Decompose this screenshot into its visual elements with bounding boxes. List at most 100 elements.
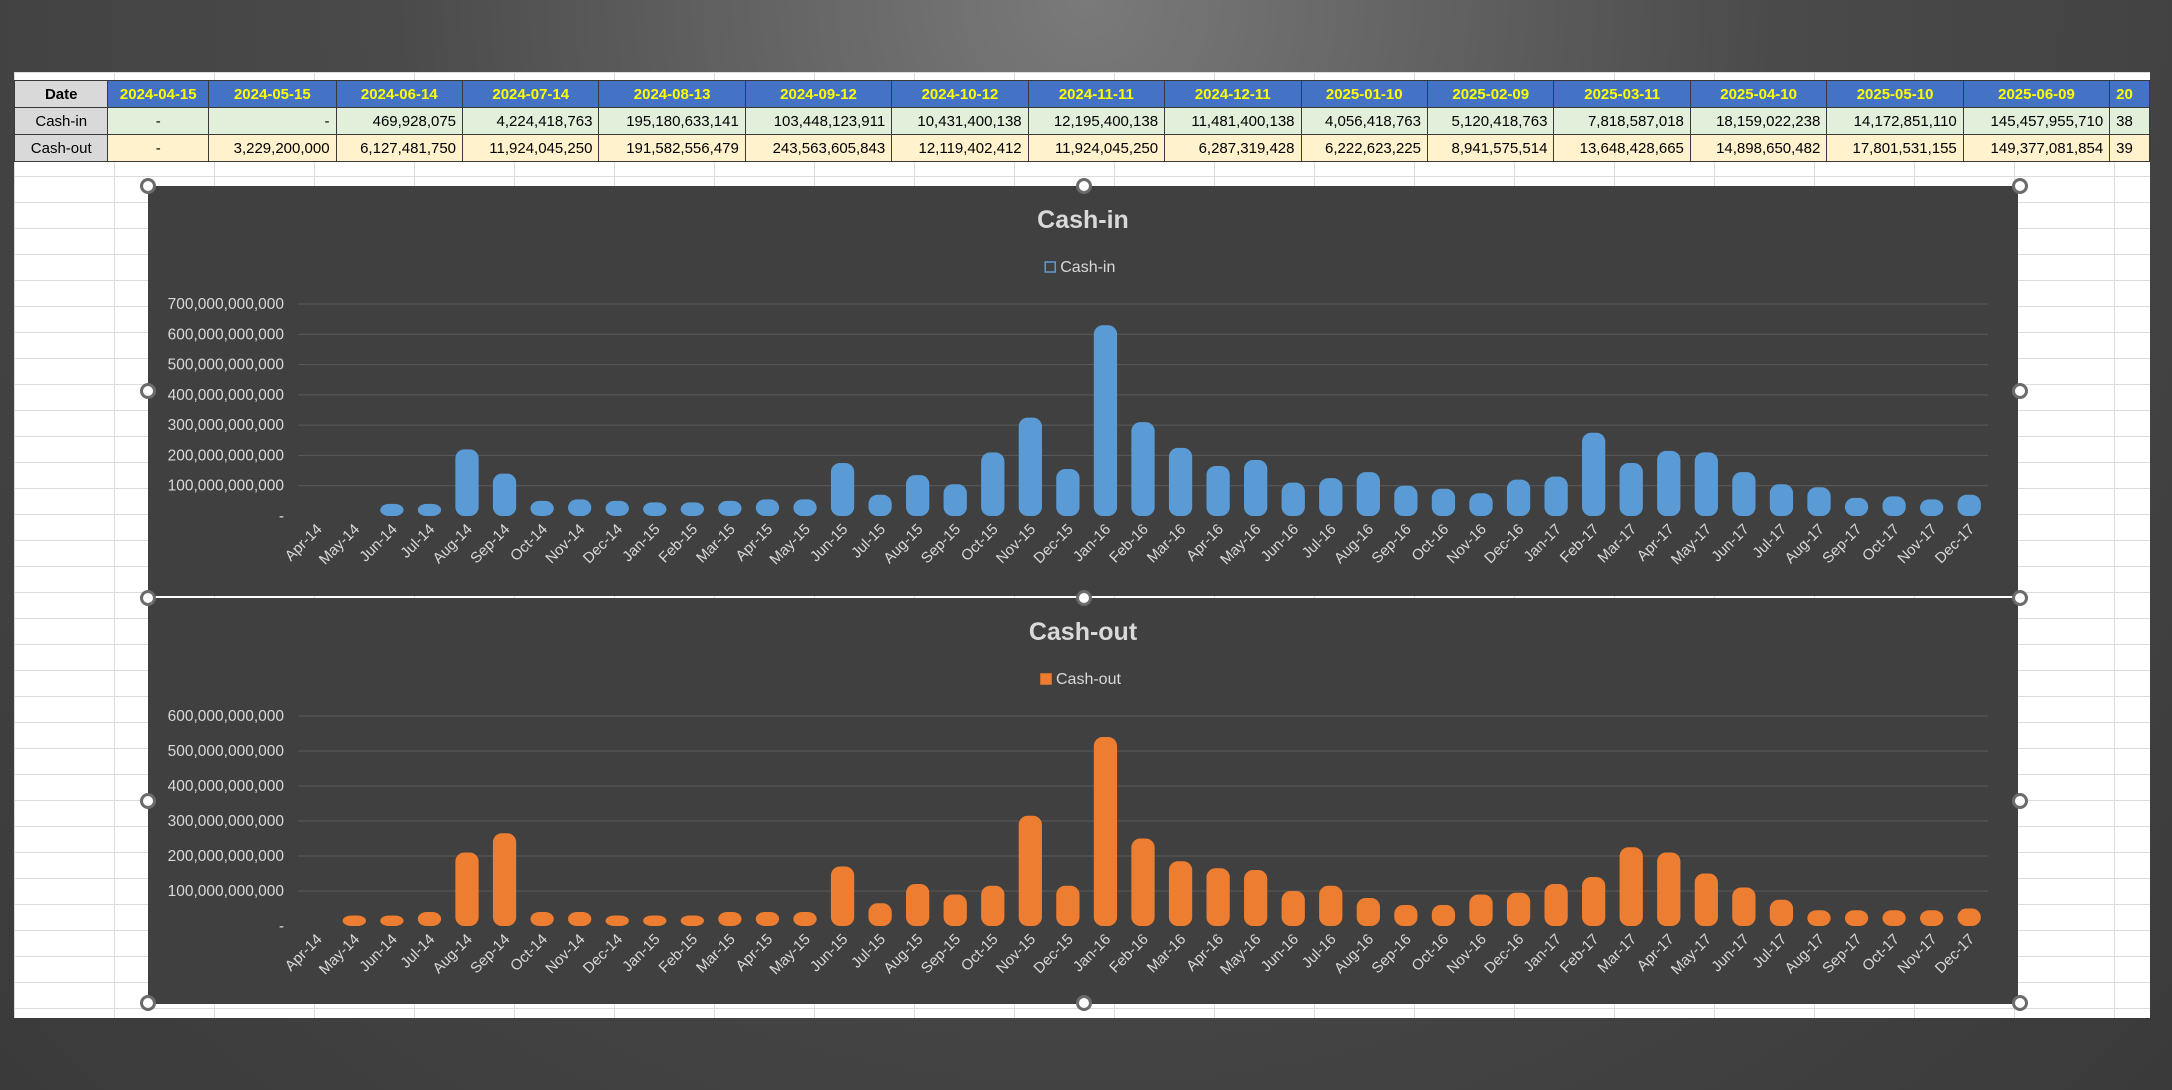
bar[interactable] — [1582, 432, 1606, 516]
bar[interactable] — [455, 852, 479, 927]
date-cell[interactable]: 2024-04-15 — [107, 80, 210, 108]
value-cell[interactable]: 18,159,022,238 — [1689, 107, 1828, 135]
value-cell[interactable]: 14,898,650,482 — [1689, 134, 1828, 162]
bar[interactable] — [1844, 497, 1869, 516]
bar[interactable] — [568, 499, 592, 516]
bar[interactable] — [868, 903, 892, 926]
cash-in-chart[interactable]: Cash-in Cash-in - 100,000,000,000 200,000,00… — [148, 186, 2018, 596]
bar[interactable] — [1920, 499, 1944, 516]
bar[interactable] — [1544, 476, 1568, 516]
value-cell[interactable]: 191,582,556,479 — [598, 134, 746, 162]
date-cell[interactable]: 2024-05-15 — [208, 80, 337, 108]
bar[interactable] — [492, 833, 517, 926]
value-cell[interactable]: 10,431,400,138 — [891, 107, 1029, 135]
bar[interactable] — [1018, 815, 1042, 926]
cash-out-chart[interactable]: Cash-out Cash-out - 100,000,000,000 200,000,… — [148, 598, 2018, 1004]
value-cell[interactable]: 13,648,428,665 — [1553, 134, 1691, 162]
date-cell[interactable]: 2024-07-14 — [462, 80, 600, 108]
date-cell[interactable]: 2025-06-09 — [1962, 80, 2111, 108]
bar[interactable] — [342, 915, 366, 927]
bar[interactable] — [605, 500, 629, 516]
value-cell[interactable]: 17,801,531,155 — [1826, 134, 1964, 162]
resize-handle[interactable] — [2012, 178, 2028, 194]
bar[interactable] — [1657, 450, 1681, 516]
date-cell[interactable]: 2025-04-10 — [1689, 80, 1828, 108]
value-cell[interactable]: 149,377,081,854 — [1962, 134, 2111, 162]
date-cell[interactable]: 2025-05-10 — [1826, 80, 1964, 108]
bar[interactable] — [380, 915, 404, 927]
value-cell[interactable]: 38 — [2109, 107, 2150, 135]
bar[interactable] — [643, 502, 667, 516]
value-cell[interactable]: 11,924,045,250 — [1027, 134, 1166, 162]
bar[interactable] — [1319, 478, 1343, 516]
bar[interactable] — [643, 915, 667, 927]
resize-handle[interactable] — [2012, 590, 2028, 606]
bar[interactable] — [718, 912, 742, 926]
bar[interactable] — [1807, 910, 1831, 926]
bar[interactable] — [1356, 898, 1380, 926]
bar[interactable] — [530, 500, 554, 516]
bar[interactable] — [718, 500, 742, 516]
value-cell[interactable]: 4,224,418,763 — [462, 107, 600, 135]
bar[interactable] — [830, 463, 855, 516]
value-cell[interactable]: 14,172,851,110 — [1826, 107, 1964, 135]
bar[interactable] — [1469, 493, 1493, 516]
bar[interactable] — [380, 503, 404, 516]
resize-handle[interactable] — [2012, 995, 2028, 1011]
bar[interactable] — [981, 452, 1005, 516]
bar[interactable] — [605, 915, 629, 927]
bar[interactable] — [1920, 910, 1944, 926]
resize-handle[interactable] — [1076, 995, 1092, 1011]
bar[interactable] — [1469, 894, 1493, 927]
resize-handle[interactable] — [140, 178, 156, 194]
bar[interactable] — [1506, 892, 1531, 926]
bar[interactable] — [830, 866, 855, 927]
resize-handle[interactable] — [1076, 590, 1092, 606]
bar[interactable] — [530, 912, 554, 926]
bar[interactable] — [1281, 891, 1305, 926]
bar[interactable] — [1093, 325, 1118, 516]
date-header-cell[interactable]: Date — [14, 80, 109, 108]
bar[interactable] — [981, 885, 1005, 926]
bar[interactable] — [868, 494, 892, 516]
date-cell[interactable]: 2025-03-11 — [1553, 80, 1691, 108]
bar[interactable] — [1394, 485, 1418, 516]
bar[interactable] — [1769, 484, 1794, 516]
bar[interactable] — [1131, 422, 1155, 516]
value-cell[interactable]: 3,229,200,000 — [208, 134, 337, 162]
bar[interactable] — [1732, 887, 1756, 927]
bar[interactable] — [1957, 494, 1981, 516]
resize-handle[interactable] — [140, 793, 156, 809]
resize-handle[interactable] — [2012, 793, 2028, 809]
value-cell[interactable]: - — [208, 107, 337, 135]
bar[interactable] — [1281, 482, 1305, 516]
bar[interactable] — [793, 912, 817, 926]
date-cell[interactable]: 2024-12-11 — [1164, 80, 1302, 108]
value-cell[interactable]: 5,120,418,763 — [1426, 107, 1555, 135]
date-cell[interactable]: 2024-09-12 — [744, 80, 893, 108]
value-cell[interactable]: 8,941,575,514 — [1426, 134, 1555, 162]
bar[interactable] — [1394, 905, 1418, 926]
bar[interactable] — [1244, 870, 1268, 926]
value-cell[interactable]: 12,195,400,138 — [1027, 107, 1166, 135]
value-cell[interactable]: 6,222,623,225 — [1300, 134, 1428, 162]
bar[interactable] — [1582, 877, 1606, 926]
resize-handle[interactable] — [2012, 383, 2028, 399]
bar[interactable] — [1356, 472, 1380, 516]
bar[interactable] — [1056, 885, 1080, 926]
bar[interactable] — [1619, 847, 1643, 926]
bar[interactable] — [943, 484, 967, 516]
value-cell[interactable]: 6,127,481,750 — [335, 134, 464, 162]
bar[interactable] — [943, 894, 967, 927]
value-cell[interactable]: 103,448,123,911 — [744, 107, 893, 135]
bar[interactable] — [1431, 488, 1456, 516]
resize-handle[interactable] — [140, 995, 156, 1011]
row-label[interactable]: Cash-in — [14, 107, 109, 135]
bar[interactable] — [1882, 496, 1906, 516]
value-cell[interactable]: 4,056,418,763 — [1300, 107, 1428, 135]
bar[interactable] — [1694, 452, 1718, 516]
bar[interactable] — [1206, 466, 1230, 516]
bar[interactable] — [755, 912, 780, 926]
bar[interactable] — [1056, 469, 1080, 516]
value-cell[interactable]: - — [107, 134, 210, 162]
